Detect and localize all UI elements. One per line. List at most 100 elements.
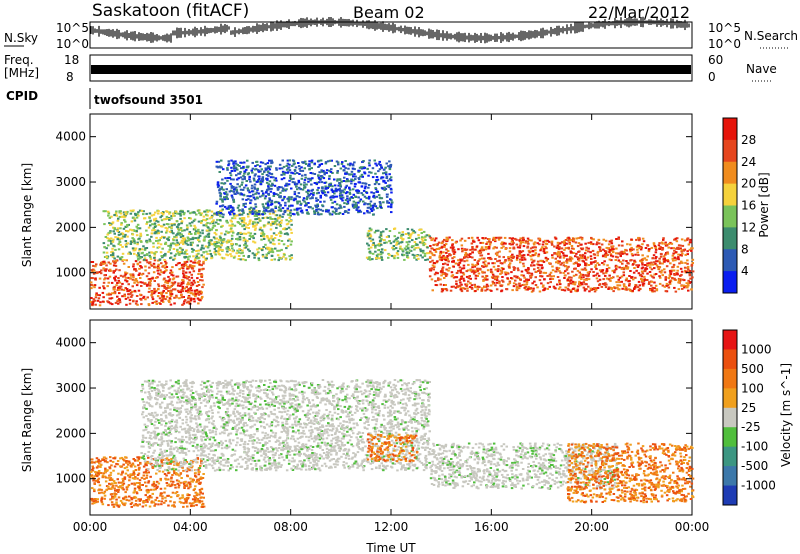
heatmap-cell: [407, 232, 410, 235]
heatmap-cell: [414, 244, 418, 246]
heatmap-cell: [94, 296, 98, 299]
heatmap-cell: [664, 259, 667, 262]
heatmap-cell: [457, 248, 460, 251]
heatmap-cell: [237, 251, 241, 254]
heatmap-cell: [267, 248, 270, 251]
heatmap-cell: [368, 164, 371, 167]
heatmap-cell: [153, 287, 156, 290]
heatmap-cell: [336, 178, 339, 181]
heatmap-cell: [323, 181, 326, 184]
heatmap-cell: [519, 278, 522, 281]
heatmap-cell: [143, 282, 146, 285]
heatmap-cell: [178, 251, 182, 253]
heatmap-cell: [476, 269, 479, 272]
heatmap-cell: [158, 470, 161, 473]
heatmap-cell: [445, 248, 448, 251]
heatmap-cell: [489, 268, 493, 271]
heatmap-cell: [248, 178, 251, 181]
heatmap-cell: [180, 266, 184, 269]
heatmap-cell: [266, 177, 269, 180]
heatmap-cell: [592, 243, 595, 246]
heatmap-cell: [580, 236, 584, 239]
heatmap-cell: [242, 254, 245, 257]
heatmap-cell: [234, 162, 238, 165]
heatmap-cell: [676, 269, 679, 272]
heatmap-cell: [239, 188, 243, 191]
heatmap-cell: [229, 174, 233, 177]
heatmap-cell: [335, 208, 338, 211]
heatmap-cell: [249, 195, 253, 198]
heatmap-cell: [279, 191, 282, 194]
heatmap-cell: [268, 249, 272, 252]
heatmap-cell: [132, 473, 135, 476]
heatmap-cell: [563, 248, 566, 251]
heatmap-cell: [557, 250, 560, 253]
heatmap-cell: [470, 236, 474, 239]
heatmap-cell: [262, 238, 266, 240]
heatmap-cell: [428, 275, 432, 278]
heatmap-cell: [375, 257, 378, 259]
heatmap-cell: [225, 188, 228, 191]
heatmap-cell: [518, 252, 521, 255]
heatmap-cell: [179, 227, 183, 229]
heatmap-cell: [395, 252, 399, 254]
heatmap-cell: [279, 204, 282, 206]
heatmap-cell: [150, 235, 153, 238]
heatmap-cell: [173, 281, 177, 284]
heatmap-cell: [136, 227, 140, 230]
heatmap-cell: [251, 161, 254, 164]
heatmap-cell: [379, 204, 382, 207]
heatmap-cell: [145, 222, 148, 225]
heatmap-cell: [499, 272, 502, 275]
heatmap-cell: [307, 194, 310, 197]
heatmap-cell: [277, 202, 281, 205]
heatmap-cell: [265, 174, 269, 176]
heatmap-cell: [605, 246, 608, 249]
heatmap-cell: [646, 279, 649, 281]
heatmap-cell: [116, 463, 120, 466]
heatmap-cell: [542, 284, 545, 287]
heatmap-cell: [641, 266, 645, 269]
heatmap-cell: [584, 262, 587, 265]
heatmap-cell: [278, 186, 281, 189]
heatmap-cell: [572, 274, 576, 277]
heatmap-cell: [307, 189, 310, 192]
heatmap-cell: [194, 232, 197, 235]
heatmap-cell: [104, 269, 107, 272]
heatmap-cell: [371, 238, 375, 241]
heatmap-cell: [112, 270, 115, 273]
nave-tick-high: 60: [708, 53, 723, 67]
heatmap-cell: [638, 284, 642, 287]
heatmap-cell: [170, 273, 173, 276]
heatmap-cell: [215, 202, 218, 205]
heatmap-cell: [379, 253, 383, 256]
heatmap-cell: [389, 187, 393, 190]
heatmap-cell: [559, 242, 562, 245]
heatmap-cell: [367, 247, 371, 250]
heatmap-cell: [243, 172, 246, 175]
heatmap-cell: [276, 193, 280, 196]
heatmap-cell: [135, 279, 139, 282]
heatmap-cell: [672, 269, 676, 272]
heatmap-cell: [246, 223, 249, 226]
heatmap-cell: [132, 249, 135, 252]
heatmap-cell: [414, 246, 417, 249]
heatmap-cell: [256, 164, 259, 166]
heatmap-cell: [268, 172, 271, 175]
heatmap-cell: [379, 232, 383, 235]
heatmap-cell: [180, 263, 184, 266]
heatmap-cell: [268, 251, 271, 254]
heatmap-cell: [134, 247, 138, 250]
heatmap-cell: [160, 294, 164, 297]
heatmap-cell: [370, 171, 373, 174]
heatmap-cell: [266, 162, 270, 165]
heatmap-cell: [129, 209, 133, 212]
heatmap-cell: [408, 249, 412, 252]
heatmap-cell: [420, 232, 423, 234]
heatmap-cell: [406, 247, 410, 250]
heatmap-cell: [442, 284, 446, 286]
heatmap-cell: [282, 197, 286, 200]
heatmap-cell: [292, 199, 296, 202]
heatmap-cell: [287, 166, 291, 169]
heatmap-cell: [687, 279, 690, 282]
